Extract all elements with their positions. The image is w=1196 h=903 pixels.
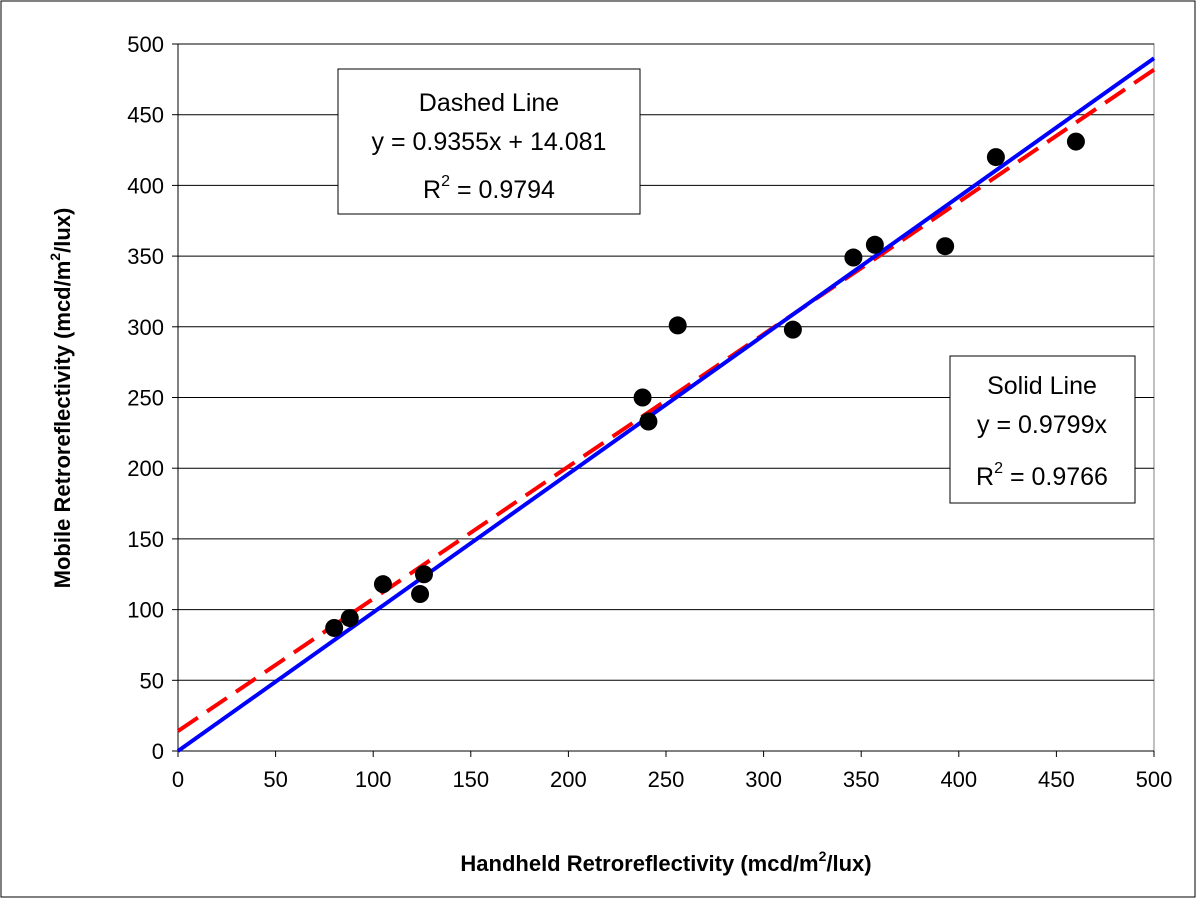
annotation-solid-r2: R2 = 0.9766: [976, 460, 1108, 491]
annotation-dashed-equation: y = 0.9355x + 14.081: [372, 128, 607, 156]
x-tick-label: 0: [172, 767, 184, 792]
annotation-solid-title: Solid Line: [987, 372, 1097, 400]
data-point: [1066, 132, 1085, 151]
x-tick-label: 300: [745, 767, 782, 792]
x-tick-label: 500: [1136, 767, 1173, 792]
x-axis-title: Handheld Retroreflectivity (mcd/m2/lux): [460, 848, 871, 876]
solid-fit-line: [176, 56, 1156, 753]
x-tick-label: 200: [550, 767, 587, 792]
data-point: [936, 237, 955, 256]
y-tick-label: 500: [127, 32, 164, 57]
solid-line-annotation: Solid Line y = 0.9799x R2 = 0.9766: [949, 355, 1136, 504]
y-tick-label: 400: [127, 173, 164, 198]
data-point: [340, 609, 359, 628]
axes: [172, 43, 1155, 757]
data-point: [414, 565, 433, 584]
data-point: [986, 148, 1005, 167]
y-tick-label: 300: [127, 315, 164, 340]
y-tick-label: 100: [127, 598, 164, 623]
tick-labels: 0 50 100 150 200 250 300 350 400 450 500 0 50 100 150 2…: [127, 32, 1172, 792]
x-tick-label: 50: [263, 767, 287, 792]
x-tick-label: 400: [940, 767, 977, 792]
data-point: [325, 618, 344, 637]
y-tick-label: 350: [127, 244, 164, 269]
y-tick-label: 200: [127, 456, 164, 481]
data-point: [668, 316, 687, 335]
y-tick-label: 250: [127, 386, 164, 411]
dashed-fit-line: [176, 68, 1156, 733]
y-tick-label: 150: [127, 527, 164, 552]
x-tick-label: 100: [355, 767, 392, 792]
y-tick-label: 0: [152, 739, 164, 764]
annotation-dashed-r2: R2 = 0.9794: [423, 173, 555, 204]
data-point: [783, 320, 802, 339]
annotation-box-solid: [949, 355, 1136, 504]
dashed-line-annotation: Dashed Line y = 0.9355x + 14.081 R2 = 0.…: [337, 68, 641, 215]
data-point: [865, 235, 884, 254]
annotation-box-dashed: [337, 68, 641, 215]
x-tick-label: 450: [1038, 767, 1075, 792]
data-point: [844, 248, 863, 267]
y-axis-title: Mobile Retroreflectivity (mcd/m2/lux): [47, 208, 75, 589]
annotation-dashed-title: Dashed Line: [419, 89, 559, 117]
x-tick-label: 350: [843, 767, 880, 792]
data-point: [411, 585, 430, 604]
data-point: [639, 412, 658, 431]
x-tick-label: 150: [452, 767, 489, 792]
annotation-solid-equation: y = 0.9799x: [977, 411, 1107, 439]
data-point: [373, 575, 392, 594]
fit-lines: [176, 56, 1156, 753]
x-tick-label: 250: [648, 767, 685, 792]
y-tick-label: 450: [127, 103, 164, 128]
data-point: [633, 388, 652, 407]
data-points: [325, 132, 1085, 637]
y-tick-label: 50: [140, 668, 164, 693]
